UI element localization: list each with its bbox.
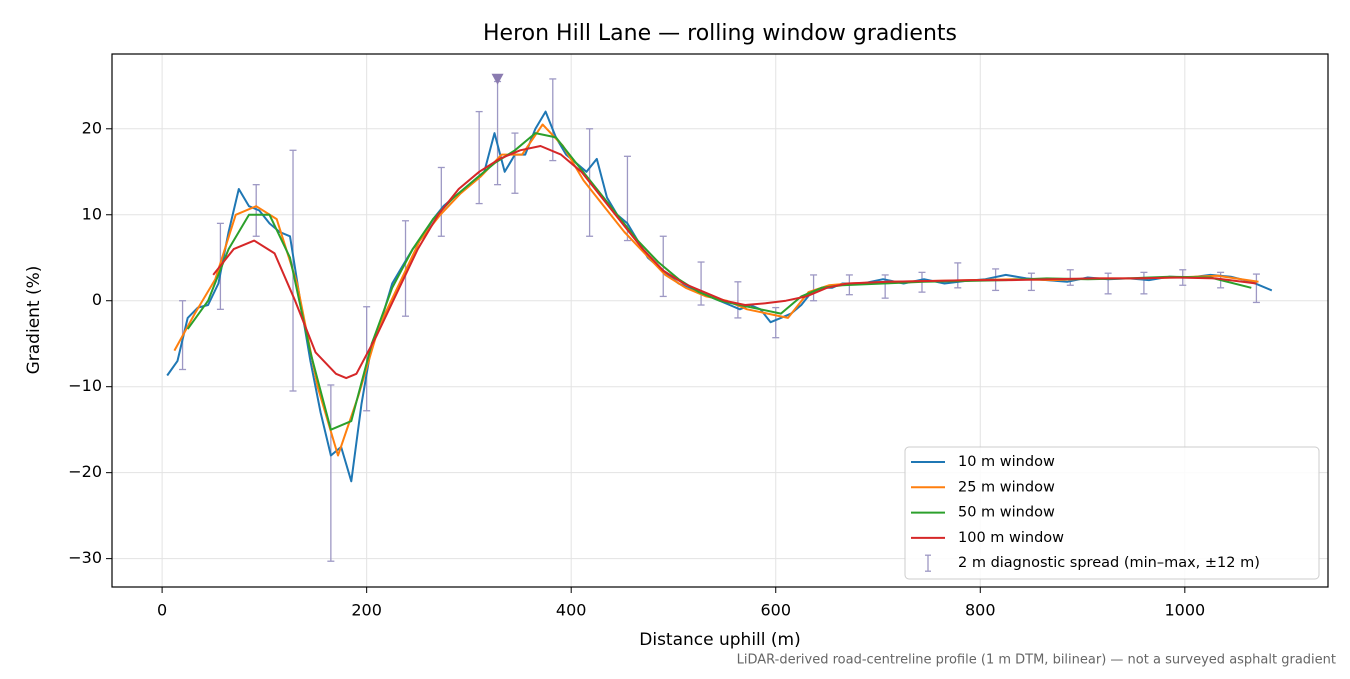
y-tick-label: −20: [68, 462, 102, 481]
series-line: [212, 145, 1257, 380]
legend-label: 50 m window: [958, 505, 1055, 521]
y-axis-label: Gradient (%): [24, 266, 44, 375]
x-tick-label: 800: [965, 601, 996, 620]
x-tick-label: 0: [157, 601, 167, 620]
footnote: LiDAR-derived road-centreline profile (1…: [737, 653, 1336, 668]
y-tick-label: −30: [68, 548, 102, 567]
legend-label: 10 m window: [958, 454, 1055, 470]
legend-label: 100 m window: [958, 530, 1064, 546]
y-tick-label: −10: [68, 376, 102, 395]
peak-marker: [491, 73, 504, 85]
y-tick-label: 10: [82, 204, 102, 223]
x-tick-label: 400: [556, 601, 587, 620]
y-tick-label: 20: [82, 118, 102, 137]
plot-frame: [111, 53, 1329, 588]
x-axis-label: Distance uphill (m): [639, 630, 800, 650]
legend-label: 2 m diagnostic spread (min–max, ±12 m): [958, 555, 1260, 571]
legend-label: 25 m window: [958, 479, 1055, 495]
x-tick-label: 600: [760, 601, 791, 620]
legend-box: [904, 446, 1320, 580]
chart-title: Heron Hill Lane — rolling window gradien…: [483, 21, 957, 46]
y-tick-label: 0: [92, 290, 102, 309]
x-tick-label: 1000: [1164, 601, 1205, 620]
x-tick-label: 200: [351, 601, 382, 620]
